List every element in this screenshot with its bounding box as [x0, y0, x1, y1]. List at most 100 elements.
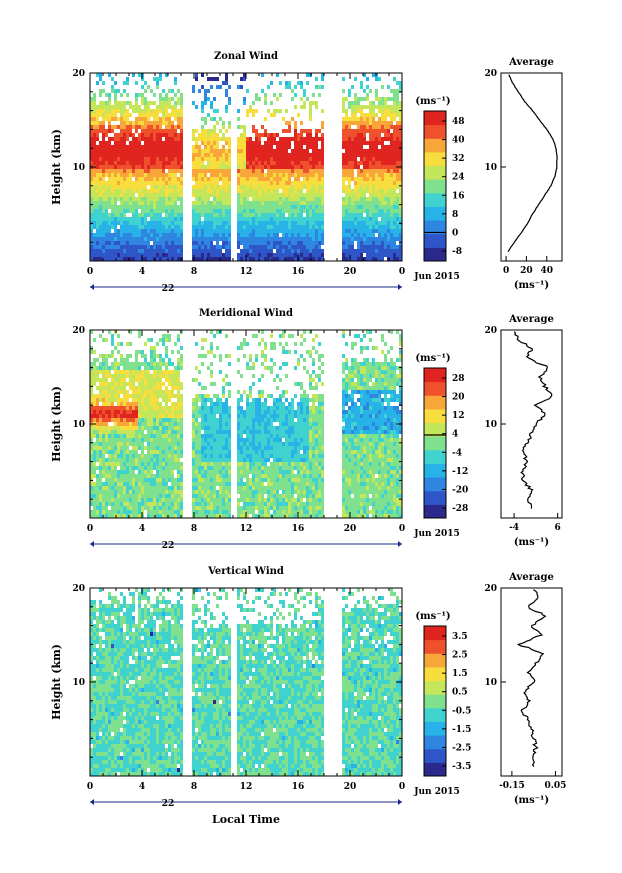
heatmap-cell — [105, 129, 108, 133]
heatmap-cell — [138, 386, 141, 390]
heatmap-cell — [117, 213, 120, 217]
heatmap-cell — [306, 165, 309, 169]
heatmap-cell — [315, 189, 318, 193]
heatmap-cell — [177, 358, 180, 362]
heatmap-cell — [243, 245, 246, 249]
heatmap-cell — [303, 193, 306, 197]
heatmap-cell — [126, 237, 129, 241]
heatmap-cell — [132, 221, 135, 225]
heatmap-cell — [348, 117, 351, 121]
heatmap-cell — [117, 177, 120, 181]
heatmap-cell — [366, 253, 369, 257]
heatmap-cell — [366, 169, 369, 173]
heatmap-cell — [129, 506, 132, 510]
heatmap-cell — [219, 221, 222, 225]
heatmap-cell — [303, 241, 306, 245]
heatmap-cell — [117, 141, 120, 145]
heatmap-cell — [195, 149, 198, 153]
heatmap-cell — [108, 454, 111, 458]
heatmap-cell — [177, 502, 180, 506]
heatmap-cell — [144, 165, 147, 169]
heatmap-cell — [135, 490, 138, 494]
heatmap-cell — [180, 237, 183, 241]
heatmap-cell — [399, 125, 402, 129]
heatmap-cell — [120, 241, 123, 245]
heatmap-cell — [165, 338, 168, 342]
heatmap-cell — [354, 221, 357, 225]
heatmap-cell — [114, 185, 117, 189]
heatmap-cell — [159, 386, 162, 390]
heatmap-cell — [156, 177, 159, 181]
heatmap-cell — [258, 221, 261, 225]
heatmap-cell — [249, 205, 252, 209]
heatmap-cell — [135, 245, 138, 249]
heatmap-cell — [159, 378, 162, 382]
heatmap-cell — [285, 81, 288, 85]
heatmap-cell — [171, 414, 174, 418]
heatmap-cell — [144, 358, 147, 362]
heatmap-cell — [96, 129, 99, 133]
heatmap-cell — [171, 145, 174, 149]
heatmap-cell — [135, 93, 138, 97]
heatmap-cell — [225, 129, 228, 133]
heatmap-cell — [252, 221, 255, 225]
heatmap-cell — [249, 201, 252, 205]
heatmap-cell — [120, 434, 123, 438]
heatmap-cell — [132, 201, 135, 205]
heatmap-cell — [387, 205, 390, 209]
heatmap-cell — [258, 249, 261, 253]
heatmap-cell — [303, 245, 306, 249]
heatmap-cell — [126, 410, 129, 414]
heatmap-cell — [291, 237, 294, 241]
heatmap-cell — [120, 213, 123, 217]
heatmap-cell — [282, 173, 285, 177]
heatmap-cell — [393, 221, 396, 225]
heatmap-cell — [204, 133, 207, 137]
heatmap-cell — [291, 221, 294, 225]
heatmap-cell — [255, 161, 258, 165]
heatmap-cell — [345, 161, 348, 165]
heatmap-cell — [372, 193, 375, 197]
heatmap-cell — [396, 129, 399, 133]
heatmap-cell — [216, 209, 219, 213]
heatmap-cell — [216, 165, 219, 169]
heatmap-cell — [93, 426, 96, 430]
heatmap-cell — [381, 137, 384, 141]
heatmap-cell — [90, 486, 93, 490]
heatmap-cell — [126, 133, 129, 137]
heatmap-cell — [156, 121, 159, 125]
heatmap-cell — [297, 181, 300, 185]
heatmap-cell — [156, 442, 159, 446]
heatmap-cell — [171, 450, 174, 454]
heatmap-cell — [138, 153, 141, 157]
heatmap-cell — [378, 181, 381, 185]
heatmap-cell — [270, 101, 273, 105]
heatmap-cell — [126, 474, 129, 478]
heatmap-cell — [207, 165, 210, 169]
heatmap-cell — [252, 193, 255, 197]
heatmap-cell — [129, 145, 132, 149]
heatmap-cell — [225, 229, 228, 233]
heatmap-cell — [165, 213, 168, 217]
heatmap-cell — [276, 145, 279, 149]
heatmap-cell — [303, 93, 306, 97]
heatmap-cell — [90, 105, 93, 109]
heatmap-cell — [168, 145, 171, 149]
heatmap-cell — [108, 185, 111, 189]
heatmap-cell — [351, 189, 354, 193]
heatmap-cell — [255, 189, 258, 193]
heatmap-cell — [156, 490, 159, 494]
heatmap-cell — [177, 205, 180, 209]
heatmap-cell — [195, 229, 198, 233]
heatmap-cell — [159, 362, 162, 366]
heatmap-cell — [180, 510, 183, 514]
heatmap-cell — [105, 478, 108, 482]
heatmap-cell — [147, 446, 150, 450]
heatmap-cell — [396, 205, 399, 209]
heatmap-cell — [252, 245, 255, 249]
heatmap-cell — [198, 494, 201, 498]
heatmap-cell — [264, 133, 267, 137]
heatmap-cell — [132, 169, 135, 173]
heatmap-cell — [138, 193, 141, 197]
heatmap-cell — [270, 205, 273, 209]
